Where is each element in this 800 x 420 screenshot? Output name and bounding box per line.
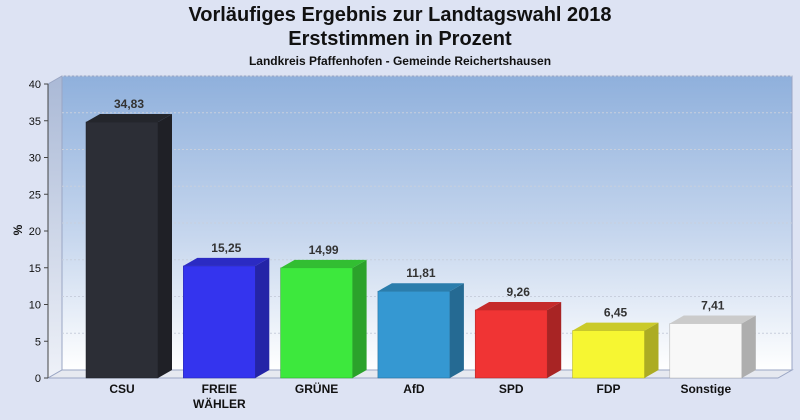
category-label: Sonstige [680,382,731,396]
value-label: 15,25 [211,241,241,255]
bar-top [669,315,756,324]
bar-gr-ne: 14,99 [280,243,367,379]
category-label: FDP [597,382,621,396]
y-tick-label: 10 [29,300,41,312]
bar-csu: 34,83 [85,97,172,379]
value-label: 11,81 [406,266,436,280]
bar-side [741,315,756,378]
y-tick-label: 5 [35,336,41,348]
y-tick-label: 0 [35,373,41,385]
bar-spd: 9,26 [474,285,562,379]
value-label: 7,41 [701,299,725,313]
bar-sonstige: 7,41 [669,299,756,379]
bar-top [572,322,659,331]
category-label: WÄHLER [193,396,246,411]
bar-side [255,257,270,378]
bar-front [474,309,548,379]
chart-title: Vorläufiges Ergebnis zur Landtagswahl 20… [188,4,612,26]
y-tick-label: 30 [29,153,41,165]
bar-side [352,259,367,378]
bar-front [280,267,353,379]
y-axis-label: % [11,224,25,235]
bar-afd: 11,81 [377,266,464,379]
value-label: 6,45 [604,306,628,320]
bar-fdp: 6,45 [572,306,659,379]
y-tick-label: 40 [29,79,41,91]
bar-top [280,259,367,268]
category-label: FREIE [202,382,237,396]
bar-side [158,113,172,378]
chart-subtitle: Landkreis Pfaffenhofen - Gemeinde Reiche… [248,54,552,68]
y-tick-label: 25 [29,189,41,201]
bar-top [377,283,464,292]
y-axis: 0 5 10 15 20 25 30 35 40 [29,79,49,385]
bar-front [572,330,645,379]
bar-side [449,283,464,378]
value-label: 9,26 [507,285,531,299]
bar-side [547,301,562,378]
y-tick-label: 20 [29,226,41,238]
bar-side [644,322,659,378]
bar-front [85,121,159,379]
y-tick-label: 15 [29,263,41,275]
category-label: CSU [109,382,134,396]
bar-freie-w-hler: 15,25 [183,241,270,379]
bars: 34,83 15,25 14,99 11,81 9,26 6,45 7,41 [85,97,756,379]
category-label: GRÜNE [295,381,338,396]
bar-front [669,323,743,379]
value-label: 14,99 [309,243,339,257]
chart-title-line2: Erststimmen in Prozent [288,28,512,50]
bar-front [183,265,256,379]
value-label: 34,83 [114,97,144,111]
y-tick-label: 35 [29,116,41,128]
bar-top [475,301,562,310]
bar-front [377,290,451,379]
category-label: SPD [499,382,524,396]
category-label: AfD [403,382,425,396]
bar-top [86,113,172,122]
bar-top [183,257,270,266]
